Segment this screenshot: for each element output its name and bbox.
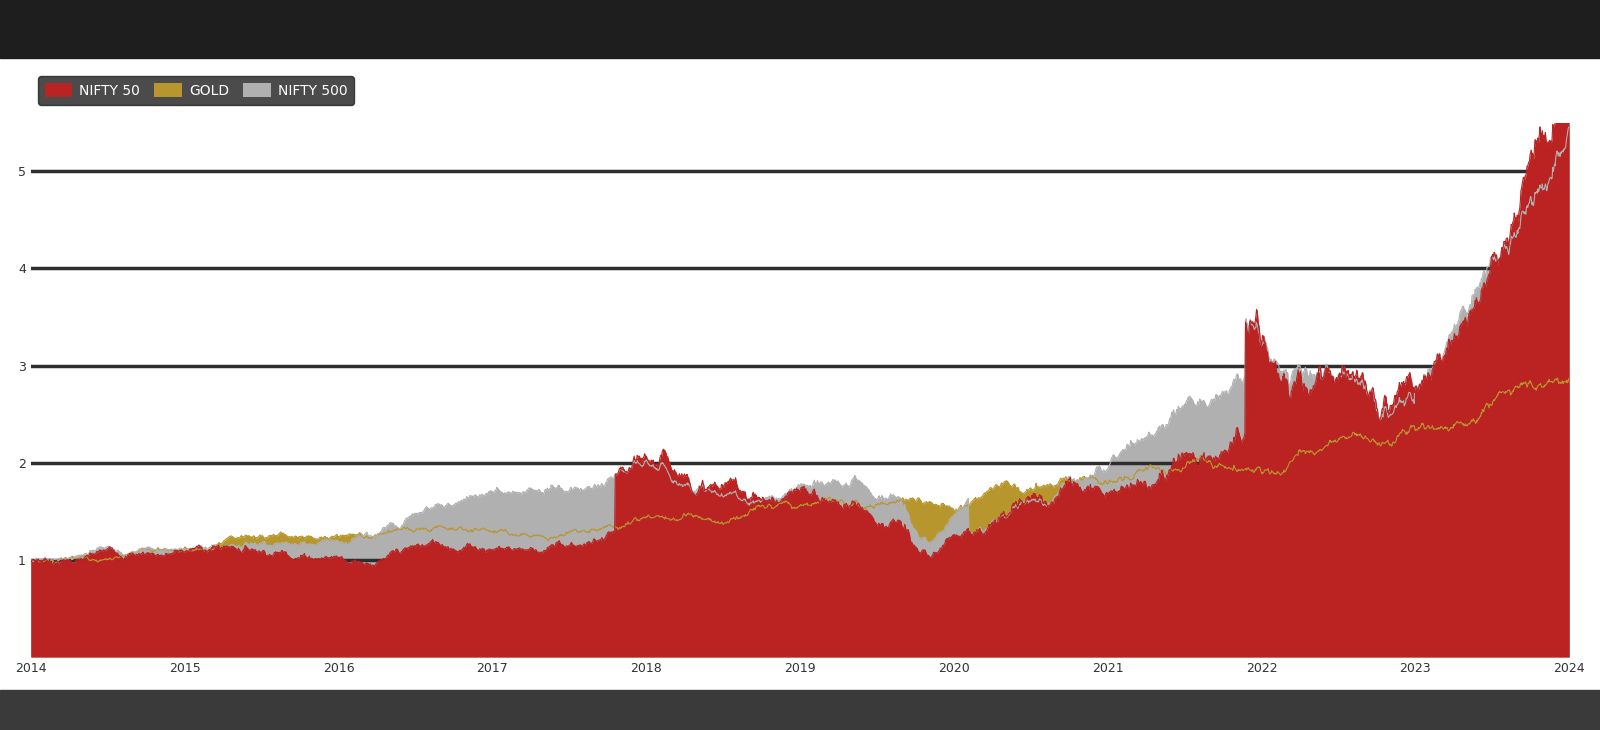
Legend: NIFTY 50, GOLD, NIFTY 500: NIFTY 50, GOLD, NIFTY 500 [38,76,354,105]
